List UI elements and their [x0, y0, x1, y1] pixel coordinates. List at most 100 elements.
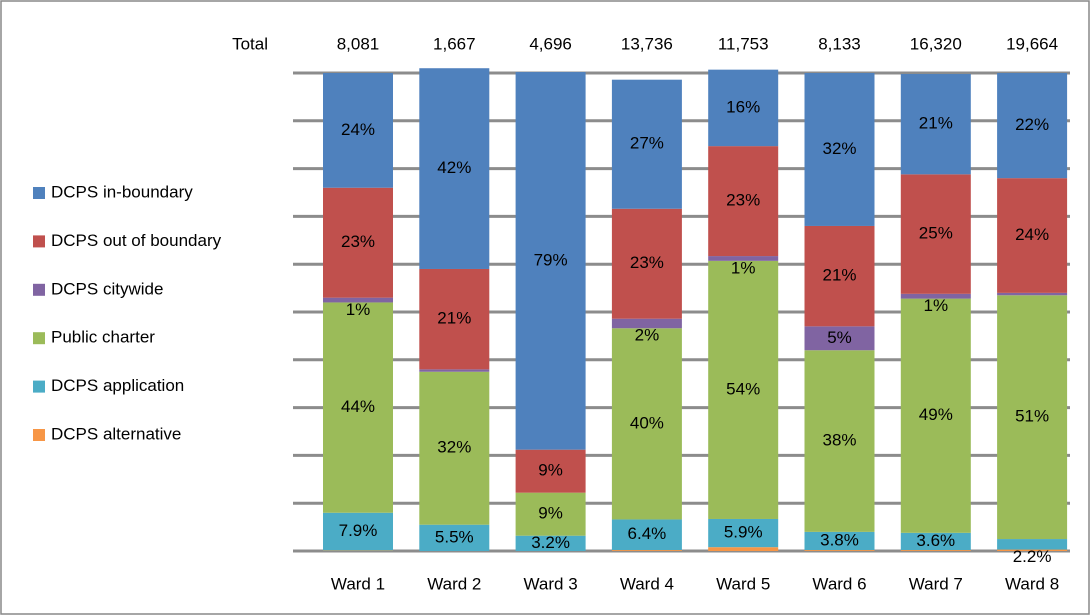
- total-label: 8,081: [337, 34, 380, 53]
- bar-segment: [611, 328, 682, 520]
- data-label: 3.6%: [916, 531, 955, 550]
- total-label: 1,667: [433, 34, 476, 53]
- bar-segment: [419, 371, 490, 525]
- data-label: 9%: [538, 504, 563, 523]
- data-label: 42%: [437, 158, 471, 177]
- data-label: 24%: [341, 120, 375, 139]
- x-tick-label: Ward 5: [716, 574, 770, 593]
- x-tick-label: Ward 8: [1005, 574, 1059, 593]
- x-tick-label: Ward 6: [812, 574, 866, 593]
- data-label: 21%: [437, 309, 471, 328]
- data-label: 32%: [822, 139, 856, 158]
- bar-segment: [323, 73, 393, 188]
- data-label: 5.9%: [724, 523, 763, 542]
- bar-segment: [611, 208, 682, 319]
- x-tick-label: Ward 1: [331, 574, 385, 593]
- bar-segment: [900, 73, 971, 175]
- bar-segment: [708, 518, 779, 548]
- data-label: 21%: [919, 114, 953, 133]
- x-tick-label: Ward 4: [620, 574, 674, 593]
- data-label: 79%: [534, 250, 568, 269]
- data-label: 1%: [924, 296, 949, 315]
- bar-segment: [900, 293, 971, 299]
- total-label: 4,696: [529, 34, 572, 53]
- legend-label: DCPS application: [51, 376, 184, 395]
- bar-segment: [323, 297, 393, 303]
- data-label: 54%: [726, 379, 760, 398]
- data-label: 5%: [827, 328, 852, 347]
- x-tick-label: Ward 7: [909, 574, 963, 593]
- bar-segment: [804, 531, 875, 551]
- data-label: 51%: [1015, 407, 1049, 426]
- bar-segment: [323, 512, 393, 551]
- data-label: 22%: [1015, 115, 1049, 134]
- data-label: 27%: [630, 134, 664, 153]
- total-label: 19,664: [1006, 34, 1058, 53]
- data-label: 23%: [341, 232, 375, 251]
- bar-segment: [804, 73, 875, 226]
- data-label: 21%: [822, 266, 856, 285]
- data-label: 7.9%: [339, 521, 378, 540]
- bar-segment: [515, 492, 586, 536]
- bar-segment: [323, 187, 393, 298]
- bar-segment: [611, 519, 682, 551]
- bar-segment: [708, 146, 779, 257]
- bar-segment: [611, 318, 682, 329]
- data-label: 1%: [731, 258, 756, 277]
- bar-segment: [997, 73, 1068, 179]
- bar-segment: [997, 295, 1068, 540]
- totals-label: Total: [232, 34, 268, 53]
- bar-segment: [419, 268, 490, 370]
- legend-swatch: [33, 187, 45, 199]
- data-label: 3.8%: [820, 530, 859, 549]
- data-label: 23%: [630, 253, 664, 272]
- bar-segment: [515, 72, 586, 450]
- data-label: 25%: [919, 224, 953, 243]
- legend-label: DCPS out of boundary: [51, 231, 222, 250]
- data-label: 1%: [346, 300, 371, 319]
- data-label: 16%: [726, 97, 760, 116]
- total-label: 8,133: [818, 34, 861, 53]
- bar-segment: [804, 326, 875, 351]
- bar-segment: [611, 550, 682, 551]
- data-label: 44%: [341, 397, 375, 416]
- bar-segment: [708, 260, 779, 519]
- data-label: 2%: [635, 326, 660, 345]
- legend-swatch: [33, 429, 45, 441]
- bar-segment: [900, 532, 971, 551]
- bar-segment: [611, 79, 682, 209]
- bar-segment: [804, 225, 875, 327]
- legend-label: DCPS in-boundary: [51, 182, 193, 201]
- total-label: 13,736: [621, 34, 673, 53]
- legend-label: Public charter: [51, 328, 155, 347]
- data-label: 5.5%: [435, 527, 474, 546]
- data-label: 32%: [437, 438, 471, 457]
- bar-segment: [997, 539, 1068, 550]
- data-label: 6.4%: [628, 524, 667, 543]
- data-label: 49%: [919, 405, 953, 424]
- bar-segment: [900, 298, 971, 533]
- bar-segment: [997, 292, 1068, 296]
- bar-segment: [997, 178, 1068, 293]
- data-label: 38%: [822, 431, 856, 450]
- bar-segment: [804, 550, 875, 551]
- data-label: 9%: [538, 461, 563, 480]
- bar-segment: [708, 69, 779, 147]
- bar-segment: [997, 549, 1068, 551]
- x-tick-label: Ward 3: [524, 574, 578, 593]
- legend-swatch: [33, 283, 45, 296]
- bar-segment: [708, 547, 779, 551]
- bar-segment: [323, 302, 393, 513]
- x-tick-label: Ward 2: [427, 574, 481, 593]
- bar-segment: [900, 550, 971, 551]
- bar-segment: [900, 174, 971, 294]
- legend-swatch: [33, 235, 45, 248]
- bar-segment: [419, 524, 490, 551]
- data-label: 3.2%: [531, 533, 570, 552]
- data-label: 2.2%: [1013, 547, 1052, 566]
- data-label: 40%: [630, 413, 664, 432]
- legend-label: DCPS alternative: [51, 424, 181, 443]
- total-label: 11,753: [718, 34, 769, 53]
- data-label: 23%: [726, 191, 760, 210]
